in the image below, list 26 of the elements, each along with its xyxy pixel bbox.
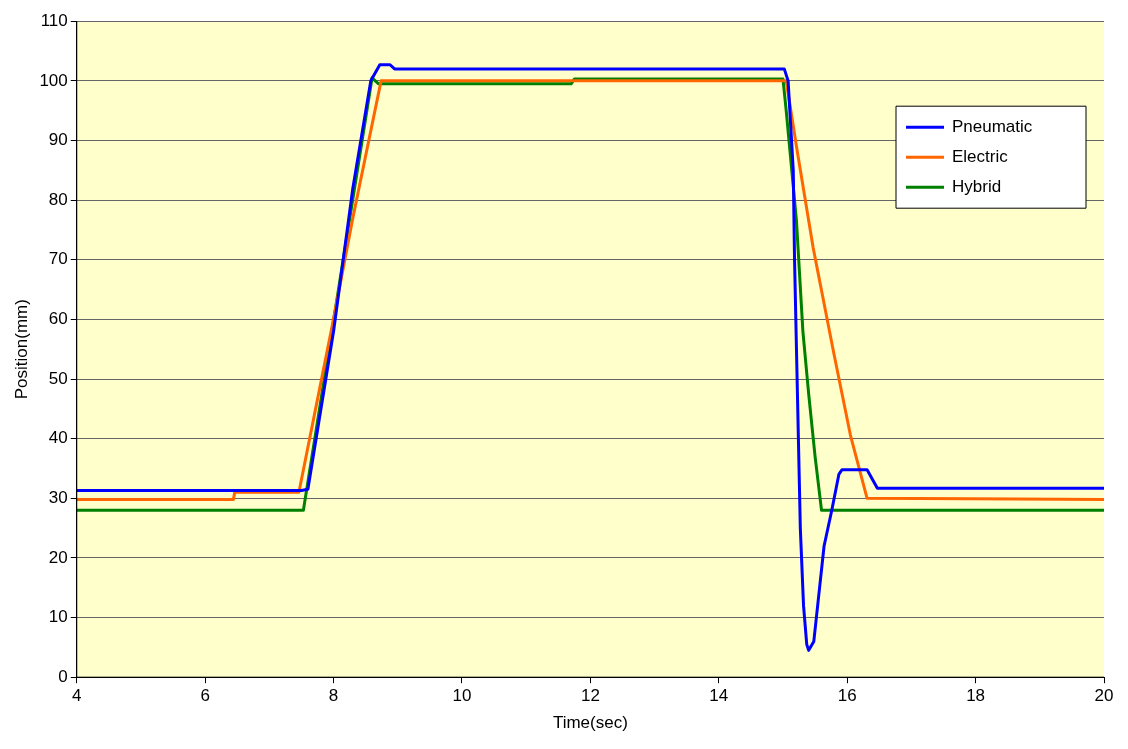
x-tick-label: 14 <box>709 686 729 706</box>
y-tick-label: 40 <box>48 428 68 448</box>
legend-label: Electric <box>952 146 1009 166</box>
x-tick-label: 16 <box>837 686 857 706</box>
y-axis-title: Position(mm) <box>11 299 31 400</box>
x-tick-label: 20 <box>1094 686 1114 706</box>
x-axis-title: Time(sec) <box>552 713 628 733</box>
y-tick-label: 70 <box>48 249 68 269</box>
y-tick-label: 80 <box>48 189 68 209</box>
legend-label: Pneumatic <box>952 116 1033 136</box>
legend-label: Hybrid <box>952 176 1002 196</box>
x-tick-label: 12 <box>580 686 600 706</box>
y-tick-label: 100 <box>39 70 68 90</box>
y-tick-label: 10 <box>48 607 68 627</box>
y-tick-label: 90 <box>48 130 68 150</box>
y-tick-label: 60 <box>48 309 68 329</box>
y-tick-label: 110 <box>40 10 68 30</box>
x-tick-label: 18 <box>966 686 986 706</box>
x-tick-label: 8 <box>328 686 339 706</box>
x-tick-label: 6 <box>200 686 210 706</box>
x-tick-label: 10 <box>452 686 472 706</box>
y-tick-label: 0 <box>58 666 68 686</box>
x-tick-label: 4 <box>72 686 82 706</box>
y-tick-label: 50 <box>48 368 68 388</box>
y-tick-label: 30 <box>48 487 68 507</box>
y-tick-label: 20 <box>48 547 68 567</box>
